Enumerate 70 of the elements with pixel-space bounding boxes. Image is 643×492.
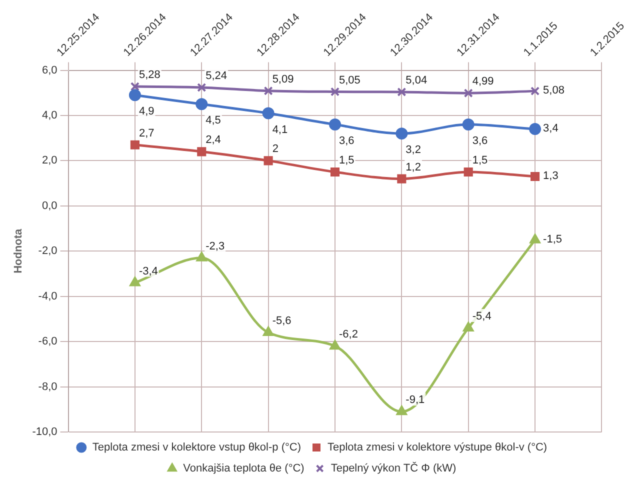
data-label: 1,2 <box>406 161 421 174</box>
point <box>396 128 408 140</box>
data-label: 3,4 <box>543 122 558 135</box>
data-label: -2,3 <box>206 240 225 252</box>
point <box>329 118 341 131</box>
data-label: -3,4 <box>138 265 158 278</box>
data-label: 4,5 <box>206 114 221 127</box>
data-label: 4,99 <box>472 76 494 88</box>
point <box>530 86 540 96</box>
point <box>397 87 406 97</box>
point <box>330 340 340 350</box>
data-label: 3,2 <box>406 144 421 156</box>
point <box>128 89 141 102</box>
point <box>197 147 206 156</box>
point <box>264 86 273 96</box>
point <box>463 322 474 332</box>
point <box>130 140 140 150</box>
data-label: 5,24 <box>206 70 228 82</box>
point <box>330 87 340 96</box>
y-tick-label: 4,0 <box>42 110 58 122</box>
point <box>262 107 274 120</box>
point <box>196 98 208 110</box>
point <box>262 326 274 336</box>
point <box>464 167 473 177</box>
data-label: 1,5 <box>339 154 354 167</box>
data-label: 2 <box>272 143 278 156</box>
point <box>530 234 540 244</box>
point <box>130 276 140 286</box>
data-label: 1,5 <box>472 154 488 167</box>
data-label: 5,05 <box>339 74 360 86</box>
y-tick-label: -2,0 <box>38 245 58 258</box>
data-label: 2,7 <box>138 127 154 140</box>
point <box>396 406 408 416</box>
legend-label: Teplota zmesi v kolektore výstupe θkol-v (°C) <box>328 442 548 454</box>
data-label: 5,08 <box>543 84 564 97</box>
point <box>530 172 540 182</box>
data-label: -9,1 <box>406 394 425 406</box>
point <box>330 167 340 177</box>
legend-label: Vonkajšia teplota θe (°C) <box>183 462 304 475</box>
data-label: 5,04 <box>406 74 428 86</box>
data-label: 4,9 <box>138 106 154 118</box>
point <box>197 82 206 92</box>
data-label: 1,3 <box>543 170 558 182</box>
point <box>529 123 542 136</box>
legend-label: Tepelný výkon TČ Φ (kW) <box>330 462 456 475</box>
data-label: 3,6 <box>472 135 488 148</box>
data-label: -6,2 <box>339 328 358 341</box>
y-tick-label: -10,0 <box>32 426 58 438</box>
y-tick-label: -8,0 <box>38 380 58 393</box>
point <box>462 118 474 131</box>
y-tick-label: 6,0 <box>42 64 58 76</box>
data-label: -5,4 <box>472 310 492 323</box>
y-tick-label: -4,0 <box>38 290 58 302</box>
point <box>464 88 473 98</box>
data-label: 4,1 <box>272 124 288 136</box>
y-tick-label: 2,0 <box>42 154 58 167</box>
data-label: -5,6 <box>272 315 292 328</box>
point <box>264 156 273 166</box>
data-label: -1,5 <box>543 233 562 246</box>
point <box>130 82 140 92</box>
y-tick-label: -6,0 <box>38 336 58 348</box>
data-label: 3,6 <box>339 135 354 148</box>
point <box>397 174 406 184</box>
data-label: 2,4 <box>206 134 221 146</box>
data-label: 5,09 <box>272 73 294 86</box>
legend-label: Teplota zmesi v kolektore vstup θkol-p (°C) <box>92 442 302 454</box>
data-label: 5,28 <box>138 69 160 82</box>
y-axis-title: Hodnota <box>12 228 25 274</box>
y-tick-label: 0,0 <box>42 200 58 212</box>
point <box>196 252 207 262</box>
